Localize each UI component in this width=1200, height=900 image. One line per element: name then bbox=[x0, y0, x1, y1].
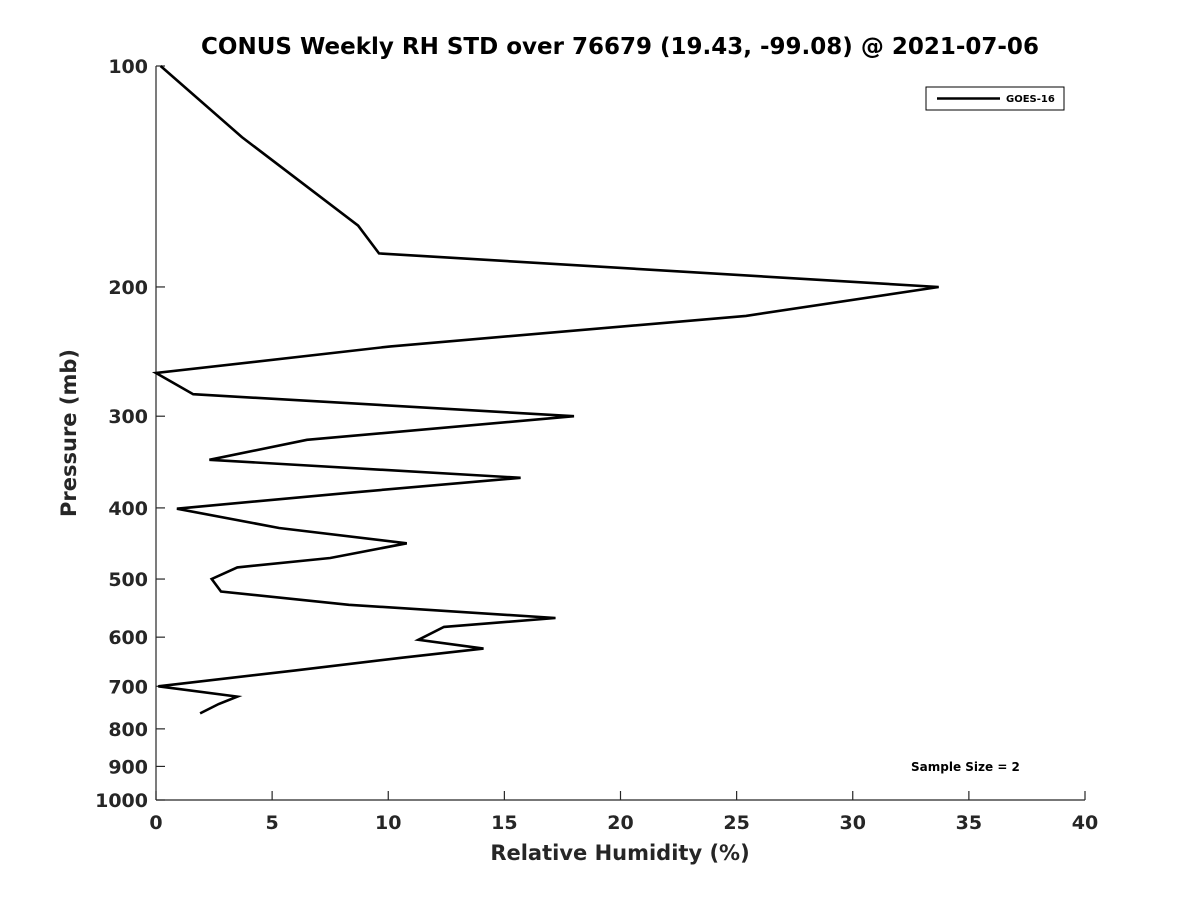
y-tick-label: 500 bbox=[108, 569, 148, 591]
y-tick-label: 800 bbox=[108, 719, 148, 741]
x-tick-label: 25 bbox=[723, 812, 749, 834]
sample-size-annotation: Sample Size = 2 bbox=[911, 760, 1020, 774]
x-tick-label: 35 bbox=[956, 812, 982, 834]
x-tick-label: 10 bbox=[375, 812, 401, 834]
y-tick-label: 400 bbox=[108, 498, 148, 520]
x-tick-label: 20 bbox=[607, 812, 633, 834]
x-tick-label: 5 bbox=[266, 812, 279, 834]
y-tick-label: 700 bbox=[108, 676, 148, 698]
chart-title: CONUS Weekly RH STD over 76679 (19.43, -… bbox=[201, 34, 1039, 60]
legend-label-goes-16: GOES-16 bbox=[1006, 94, 1055, 105]
y-axis-ticks: 100 200 300 400 500 600 700 800 900 1000 bbox=[95, 56, 165, 812]
x-tick-label: 30 bbox=[840, 812, 866, 834]
y-tick-label: 600 bbox=[108, 627, 148, 649]
y-tick-label: 300 bbox=[108, 406, 148, 428]
y-tick-label: 200 bbox=[108, 277, 148, 299]
plot-area-frame bbox=[156, 66, 1085, 800]
x-tick-label: 0 bbox=[149, 812, 162, 834]
y-tick-label: 900 bbox=[108, 756, 148, 778]
x-tick-label: 40 bbox=[1072, 812, 1098, 834]
x-tick-label: 15 bbox=[491, 812, 517, 834]
legend: GOES-16 bbox=[925, 86, 1065, 111]
y-tick-label: 1000 bbox=[95, 790, 148, 812]
x-axis-label: Relative Humidity (%) bbox=[490, 841, 749, 865]
x-axis-ticks: 0 5 10 15 20 25 30 35 40 bbox=[149, 791, 1098, 834]
y-tick-label: 100 bbox=[108, 56, 148, 78]
y-axis-label: Pressure (mb) bbox=[57, 349, 81, 517]
series-line-goes-16 bbox=[151, 65, 939, 715]
